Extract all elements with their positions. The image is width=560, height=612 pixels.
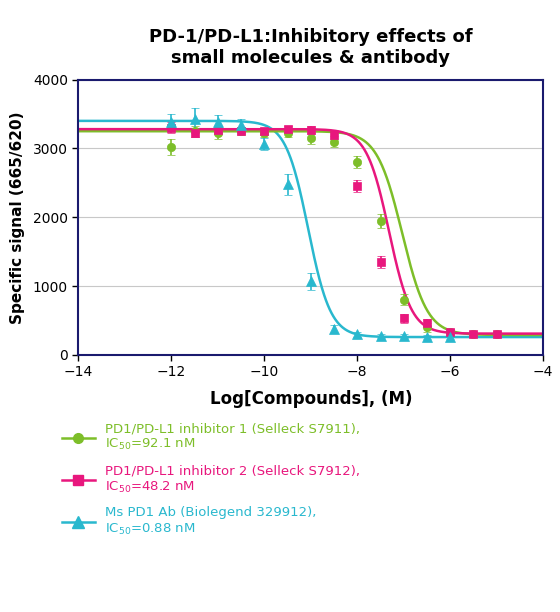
Title: PD-1/PD-L1:Inhibitory effects of
small molecules & antibody: PD-1/PD-L1:Inhibitory effects of small m… (149, 28, 473, 67)
Y-axis label: Specific signal (665/620): Specific signal (665/620) (10, 111, 25, 324)
Legend: PD1/PD-L1 inhibitor 1 (Selleck S7911),
IC$_{50}$=92.1 nM, PD1/PD-L1 inhibitor 2 : PD1/PD-L1 inhibitor 1 (Selleck S7911), I… (62, 422, 360, 537)
X-axis label: Log[Compounds], (M): Log[Compounds], (M) (209, 390, 412, 408)
